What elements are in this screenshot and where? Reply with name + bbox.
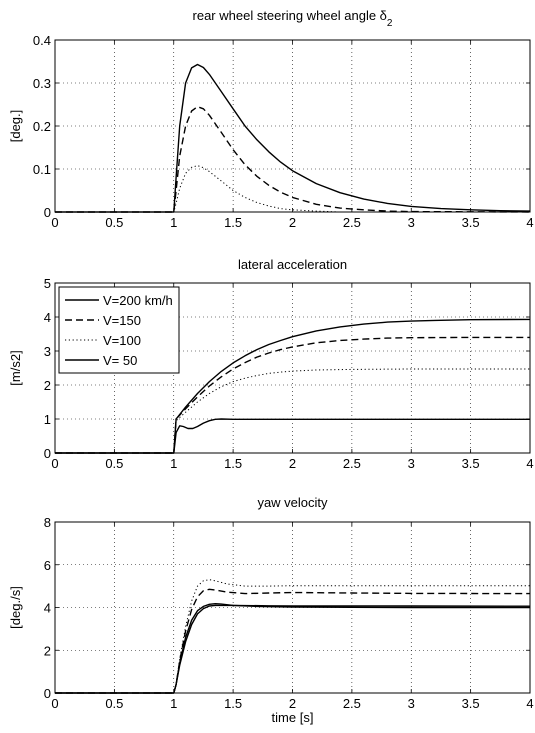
y-tick-label: 0 [44, 446, 51, 461]
series-line-2 [55, 336, 530, 454]
x-tick-label: 2 [289, 696, 296, 711]
y-tick-label: 0.3 [33, 76, 51, 91]
y-tick-label: 1 [44, 412, 51, 427]
x-tick-label: 0.5 [105, 696, 123, 711]
x-tick-label: 3.5 [462, 696, 480, 711]
series-line-3 [55, 368, 530, 454]
chart-panel-2: 0 0.5 1 1.5 2 2.5 3 3.5 4 0 1 2 3 4 5 lateral accelerat… [8, 257, 534, 471]
x-tick-label: 0.5 [105, 215, 123, 230]
y-tick-label: 0 [44, 205, 51, 220]
x-tick-label: 1 [170, 215, 177, 230]
x-tick-label: 2.5 [343, 696, 361, 711]
series-line-3 [55, 165, 530, 213]
axes-frame [54, 282, 531, 454]
x-tick-label: 2.5 [343, 456, 361, 471]
x-tick-label: 3 [408, 696, 415, 711]
plot-area [55, 40, 530, 212]
y-tick-label: 4 [44, 310, 51, 325]
y-axis-label: [deg.] [8, 110, 23, 143]
y-tick-label: 0.2 [33, 119, 51, 134]
series-line-1 [55, 63, 531, 213]
y-tick-label: 5 [44, 276, 51, 291]
x-tick-label: 2.5 [343, 215, 361, 230]
y-axis-label: [deg./s] [8, 586, 23, 629]
x-tick-label: 1.5 [224, 456, 242, 471]
x-tick-label: 4 [526, 215, 533, 230]
x-tick-label: 1.5 [224, 215, 242, 230]
series-line-1 [55, 318, 531, 454]
legend: V=200 km/h V=150 V=100 V= 50 [58, 286, 180, 374]
y-axis-label: [m/s2] [8, 350, 23, 385]
x-tick-label: 4 [526, 696, 533, 711]
x-tick-label: 4 [526, 456, 533, 471]
y-tick-label: 3 [44, 344, 51, 359]
axes-frame [54, 39, 531, 213]
y-tick-label: 2 [44, 643, 51, 658]
x-tick-label: 0.5 [105, 456, 123, 471]
panel-title-subscript: 2 [387, 18, 393, 29]
x-tick-label: 0 [51, 696, 58, 711]
y-tick-label: 0.1 [33, 162, 51, 177]
x-tick-label: 2 [289, 456, 296, 471]
axes-frame [54, 521, 531, 694]
x-axis-label: time [s] [272, 710, 314, 725]
x-tick-label: 3 [408, 456, 415, 471]
legend-entry-4: V= 50 [103, 353, 137, 368]
x-tick-label: 1 [170, 456, 177, 471]
x-tick-label: 3 [408, 215, 415, 230]
y-tick-label: 0.4 [33, 33, 51, 48]
y-tick-label: 2 [44, 378, 51, 393]
x-tick-label: 1 [170, 696, 177, 711]
x-tick-label: 0 [51, 456, 58, 471]
x-tick-label: 3.5 [462, 215, 480, 230]
series-line-3 [55, 579, 530, 694]
x-tick-label: 2 [289, 215, 296, 230]
series-line-4 [55, 604, 531, 694]
series-line-4 [55, 418, 530, 454]
legend-entry-3: V=100 [103, 333, 141, 348]
series-line-2 [55, 106, 531, 213]
legend-entry-1: V=200 km/h [103, 293, 173, 308]
panel-title: yaw velocity [257, 495, 328, 510]
y-tick-label: 4 [44, 601, 51, 616]
x-tick-label: 0 [51, 215, 58, 230]
legend-entry-2: V=150 [103, 313, 141, 328]
legend-box [58, 286, 180, 374]
panel-title: lateral acceleration [238, 257, 347, 272]
x-tick-label: 3.5 [462, 456, 480, 471]
chart-panel-3: 0 0.5 1 1.5 2 2.5 3 3.5 4 0 2 4 6 8 yaw velocity [deg./… [8, 495, 534, 725]
x-tick-label: 1.5 [224, 696, 242, 711]
y-tick-label: 0 [44, 686, 51, 701]
y-tick-label: 6 [44, 558, 51, 573]
y-tick-label: 8 [44, 515, 51, 530]
